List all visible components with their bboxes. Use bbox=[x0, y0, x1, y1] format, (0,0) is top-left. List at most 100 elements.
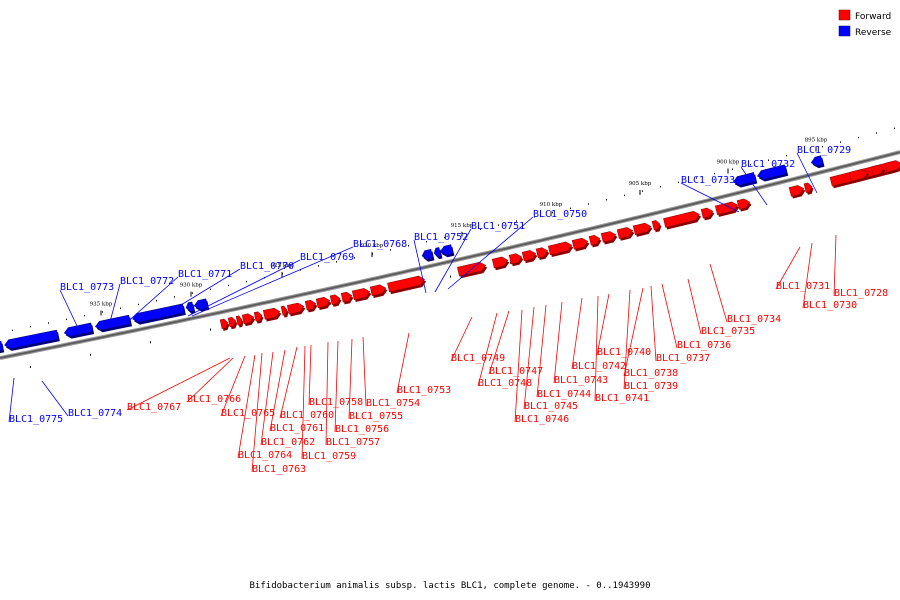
minor-tick bbox=[876, 132, 877, 134]
minor-tick bbox=[858, 136, 859, 139]
leader-line-BLC1_0761 bbox=[269, 349, 286, 432]
minor-tick bbox=[246, 280, 247, 283]
gene-arrow-BLC1_0769 bbox=[193, 298, 210, 312]
gene-arrow-BLC1_0734 bbox=[736, 198, 752, 212]
minor-tick bbox=[516, 220, 517, 222]
leader-line-BLC1_0763 bbox=[251, 352, 263, 473]
gene-label-BLC1_0771: BLC1_0771 bbox=[178, 269, 232, 280]
kbp-tick-label: 895 kbp bbox=[805, 137, 828, 143]
gene-arrow-BLC1_0773 bbox=[63, 322, 95, 339]
leader-line-BLC1_0769 bbox=[187, 259, 301, 317]
minor-tick bbox=[696, 177, 697, 179]
gene-label-BLC1_0773: BLC1_0773 bbox=[60, 282, 114, 293]
gene-label-BLC1_0747: BLC1_0747 bbox=[489, 366, 543, 377]
gene-arrow-BLC1_0771 bbox=[132, 303, 186, 325]
leader-line-BLC1_0775 bbox=[8, 377, 15, 423]
kbp-tick-label: 905 kbp bbox=[629, 181, 652, 187]
legend-reverse-label: Reverse bbox=[855, 28, 892, 38]
gene-label-BLC1_0758: BLC1_0758 bbox=[309, 397, 363, 408]
gene-arrow-BLC1_0731 bbox=[788, 185, 806, 199]
legend-reverse-swatch bbox=[838, 25, 851, 37]
leader-line-BLC1_0774 bbox=[41, 380, 69, 417]
minor-tick bbox=[48, 322, 49, 324]
leader-line-BLC1_0736 bbox=[661, 283, 678, 349]
gene-label-BLC1_0756: BLC1_0756 bbox=[335, 424, 389, 435]
minor-tick bbox=[12, 329, 13, 331]
leader-line-BLC1_0765 bbox=[220, 355, 246, 417]
minor-tick bbox=[840, 141, 841, 143]
gene-label-BLC1_0769: BLC1_0769 bbox=[300, 252, 354, 263]
minor-tick bbox=[552, 211, 553, 214]
leader-line-BLC1_0744 bbox=[536, 304, 547, 398]
leader-line-BLC1_0768 bbox=[191, 246, 354, 317]
gene-label-BLC1_0732: BLC1_0732 bbox=[741, 159, 795, 170]
gene-arrow-BLC1_0736 bbox=[700, 207, 715, 221]
gene-arrow-BLC1_0747 bbox=[508, 253, 524, 267]
minor-tick bbox=[450, 275, 451, 278]
gene-label-BLC1_0767: BLC1_0767 bbox=[127, 402, 181, 413]
leader-line-BLC1_0741 bbox=[594, 295, 599, 402]
minor-tick bbox=[210, 288, 211, 290]
gene-arrow-BLC1_0760 bbox=[286, 302, 306, 317]
kbp-tick-label: 935 kbp bbox=[90, 301, 113, 307]
gene-arrow-BLC1_0743 bbox=[571, 237, 590, 252]
gene-label-BLC1_0731: BLC1_0731 bbox=[776, 281, 830, 292]
leader-line-BLC1_0734 bbox=[709, 263, 728, 323]
minor-tick bbox=[354, 257, 355, 259]
leader-line-BLC1_0729 bbox=[796, 152, 818, 194]
minor-tick bbox=[822, 145, 823, 148]
gene-arrow-BLC1_0741 bbox=[600, 231, 618, 245]
gene-label-BLC1_0728: BLC1_0728 bbox=[834, 288, 888, 299]
gene-label-BLC1_0766: BLC1_0766 bbox=[187, 394, 241, 405]
leader-line-BLC1_0767 bbox=[126, 357, 231, 411]
leader-line-BLC1_0733 bbox=[680, 182, 740, 213]
minor-tick bbox=[102, 311, 103, 313]
gene-label-BLC1_0742: BLC1_0742 bbox=[572, 361, 626, 372]
minor-tick bbox=[318, 265, 319, 267]
minor-tick bbox=[192, 292, 193, 294]
genome-caption: Bifidobacterium animalis subsp. lactis B… bbox=[250, 581, 651, 591]
gene-label-BLC1_0750: BLC1_0750 bbox=[533, 209, 587, 220]
minor-tick bbox=[786, 155, 787, 157]
gene-label-BLC1_0775: BLC1_0775 bbox=[9, 414, 63, 425]
minor-tick bbox=[768, 159, 769, 161]
leader-line-BLC1_0770 bbox=[157, 268, 241, 320]
minor-tick bbox=[84, 314, 85, 317]
tick-marks: 935 kbp 930 kbp 925 kbp 920 kbp 915 kbp 910 k… bbox=[12, 127, 895, 368]
gene-label-BLC1_0751: BLC1_0751 bbox=[471, 221, 525, 232]
kbp-tick-label: 930 kbp bbox=[180, 283, 203, 289]
gene-label-BLC1_0752: BLC1_0752 bbox=[414, 232, 468, 243]
minor-tick bbox=[228, 284, 229, 287]
leader-line-BLC1_0747 bbox=[488, 310, 510, 375]
gene-arrow-BLC1_0758 bbox=[315, 297, 332, 311]
gene-arrow-BLC1_0751 bbox=[433, 247, 443, 260]
leader-line-BLC1_0772 bbox=[109, 283, 121, 323]
gene-label-BLC1_0737: BLC1_0737 bbox=[656, 353, 710, 364]
gene-arrow-BLC1_0735 bbox=[714, 201, 740, 217]
minor-tick bbox=[156, 300, 157, 302]
gene-label-BLC1_0757: BLC1_0757 bbox=[326, 437, 380, 448]
kbp-tick-label: 915 kbp bbox=[451, 223, 474, 229]
minor-tick bbox=[336, 261, 337, 263]
gene-label-BLC1_0754: BLC1_0754 bbox=[366, 398, 420, 409]
leader-line-BLC1_0752 bbox=[413, 239, 427, 294]
minor-tick bbox=[390, 249, 391, 251]
gene-arrow-BLC1_0745 bbox=[535, 247, 550, 260]
gene-arrow-BLC1_0744 bbox=[547, 241, 574, 258]
leader-line-BLC1_0743 bbox=[553, 301, 563, 384]
minor-tick bbox=[606, 199, 607, 201]
legend-forward-label: Forward bbox=[855, 12, 891, 22]
gene-label-BLC1_0760: BLC1_0760 bbox=[280, 410, 334, 421]
gene-label-BLC1_0765: BLC1_0765 bbox=[221, 408, 275, 419]
minor-tick bbox=[150, 341, 151, 344]
gene-arrow-BLC1_0742 bbox=[588, 234, 602, 248]
gene-label-BLC1_0746: BLC1_0746 bbox=[515, 414, 569, 425]
gene-arrow-BLC1_0752 bbox=[425, 248, 435, 261]
legend-forward-swatch bbox=[838, 9, 851, 21]
gene-labels: BLC1_0775 BLC1_0774 BLC1_0773 BLC1_0772 BLC1… bbox=[9, 145, 888, 475]
minor-tick bbox=[498, 224, 499, 226]
minor-tick bbox=[510, 261, 511, 264]
axis-line bbox=[0, 151, 900, 359]
gene-arrow-BLC1_0767 bbox=[219, 318, 230, 331]
